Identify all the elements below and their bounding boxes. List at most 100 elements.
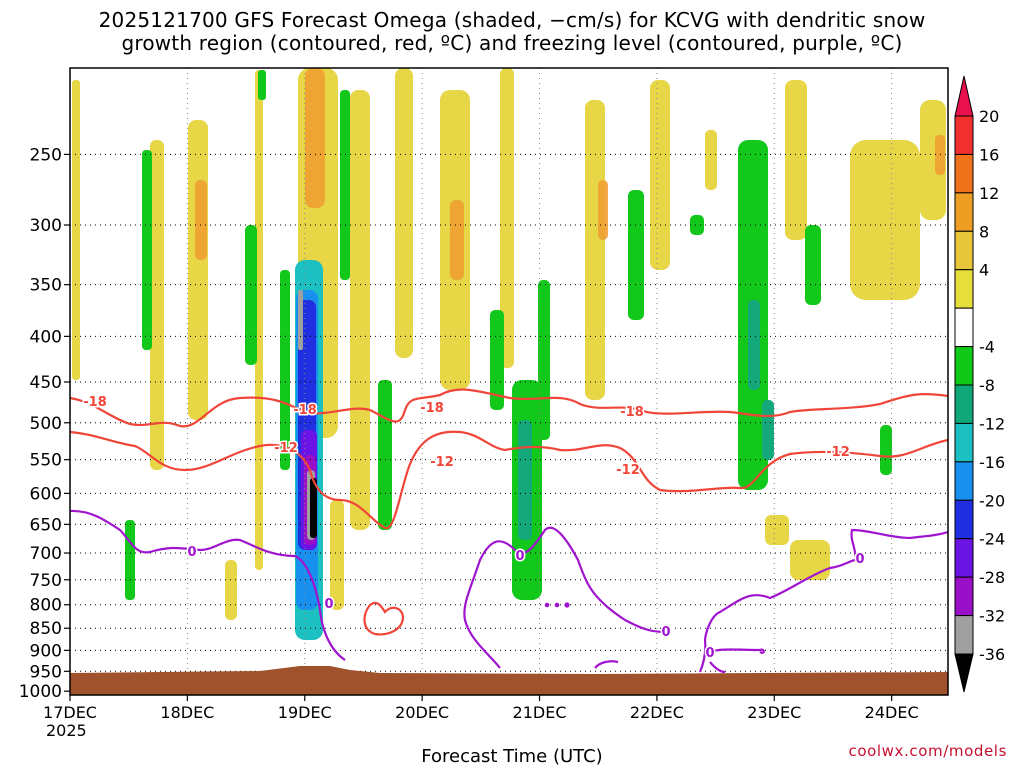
colorbar <box>954 75 974 693</box>
omega-patch <box>538 280 550 440</box>
y-tick-label: 950 <box>30 662 62 682</box>
omega-patch <box>705 130 717 190</box>
omega-patch <box>350 90 370 530</box>
x-tick-label: 22DEC <box>630 703 684 722</box>
y-tick-label: 350 <box>30 276 62 296</box>
omega-patch <box>628 190 644 320</box>
omega-patch <box>935 135 945 175</box>
freezing-contour-label: 0 <box>705 646 714 661</box>
colorbar-cell <box>954 384 974 424</box>
dgz-contour-label: -18 <box>620 405 644 420</box>
freezing-dots <box>544 602 570 608</box>
omega-patch <box>340 90 350 280</box>
x-tick-label: 18DEC <box>160 703 214 722</box>
omega-patch <box>245 225 257 365</box>
y-tick-label: 450 <box>30 373 62 393</box>
dgz-contour-label: -12 <box>274 441 298 456</box>
y-tick-label: 400 <box>30 327 62 347</box>
y-tick-label: 850 <box>30 619 62 639</box>
omega-patch <box>880 425 892 475</box>
omega-patch <box>188 120 208 420</box>
omega-shading <box>72 0 961 640</box>
y-tick-label: 750 <box>30 571 62 591</box>
omega-patch <box>72 80 80 380</box>
freezing-contour-label: 0 <box>661 625 670 640</box>
credit-text: coolwx.com/models <box>848 742 1007 760</box>
colorbar-tick-label: -24 <box>979 530 1005 549</box>
colorbar-tick-label: 20 <box>979 107 999 126</box>
colorbar-tick-label: -12 <box>979 414 1005 433</box>
colorbar-cell <box>954 538 974 578</box>
freezing-level-contour-west <box>70 509 346 661</box>
omega-patch <box>650 80 670 270</box>
dgz-contour-label: -18 <box>293 403 317 418</box>
colorbar-tick-label: 8 <box>979 222 989 241</box>
omega-patch <box>585 100 605 400</box>
omega-patch <box>785 80 807 240</box>
omega-patch <box>395 68 413 358</box>
omega-patch <box>378 380 392 530</box>
colorbar-cell <box>954 499 974 540</box>
freezing-level-contour-small <box>594 648 765 674</box>
omega-patch <box>850 140 920 300</box>
dgz-contour-label: -18 <box>420 401 444 416</box>
omega-patch <box>490 310 504 410</box>
colorbar-cell <box>954 115 974 155</box>
x-tick-label: 20DEC <box>395 703 449 722</box>
colorbar-tick-label: -8 <box>979 376 995 395</box>
omega-patch <box>500 68 514 368</box>
colorbar-cell <box>954 422 974 463</box>
omega-patch <box>280 270 290 470</box>
y-tick-label: 900 <box>30 641 62 661</box>
y-tick-label: 1000 <box>19 682 62 702</box>
dgz-contour-label: -12 <box>616 463 640 478</box>
omega-patch <box>305 68 325 208</box>
omega-patch <box>298 290 303 350</box>
omega-patch <box>920 100 946 220</box>
x-tick-label: 23DEC <box>747 703 801 722</box>
colorbar-tick-label: -16 <box>979 453 1005 472</box>
terrain-ground <box>70 666 948 695</box>
colorbar-tick-label: -32 <box>979 607 1005 626</box>
colorbar-cell <box>954 192 974 232</box>
omega-patch <box>195 180 207 260</box>
omega-patch <box>790 540 830 580</box>
omega-patch <box>748 300 760 390</box>
dgz-contour-minus12 <box>70 430 948 530</box>
omega-patch <box>150 140 164 470</box>
dgz-contour-label: -12 <box>430 455 454 470</box>
dgz-contour-minus18 <box>70 388 948 428</box>
colorbar-tick-label: -28 <box>979 568 1005 587</box>
omega-patch <box>225 560 237 620</box>
y-tick-label: 550 <box>30 451 62 471</box>
colorbar-tick-label: -20 <box>979 491 1005 510</box>
colorbar-cell <box>954 153 974 194</box>
colorbar-cell <box>954 576 974 617</box>
dgz-contour-label: -18 <box>83 395 107 410</box>
colorbar-cell <box>954 461 974 501</box>
y-tick-label: 500 <box>30 414 62 434</box>
freezing-contour-label: 0 <box>324 597 333 612</box>
colorbar-cell <box>954 346 974 386</box>
omega-patch <box>762 400 774 460</box>
dgz-contour-closed <box>363 601 405 636</box>
omega-patch <box>690 215 704 235</box>
omega-patch <box>125 520 135 600</box>
x-tick-label: 17DEC <box>43 703 97 722</box>
omega-patch <box>598 180 608 240</box>
omega-patch <box>450 200 464 280</box>
y-tick-label: 600 <box>30 484 62 504</box>
y-tick-label: 250 <box>30 145 62 165</box>
omega-patch <box>765 515 789 545</box>
omega-patch <box>258 70 266 100</box>
omega-patch <box>960 0 961 1</box>
x-tick-label: 24DEC <box>865 703 919 722</box>
y-tick-label: 650 <box>30 515 62 535</box>
x-axis-label: Forecast Time (UTC) <box>421 746 603 767</box>
colorbar-cell <box>954 230 974 271</box>
colorbar-tick-label: 12 <box>979 184 999 203</box>
y-tick-label: 700 <box>30 544 62 564</box>
omega-patch <box>518 420 532 540</box>
colorbar-tick-label: 4 <box>979 261 989 280</box>
